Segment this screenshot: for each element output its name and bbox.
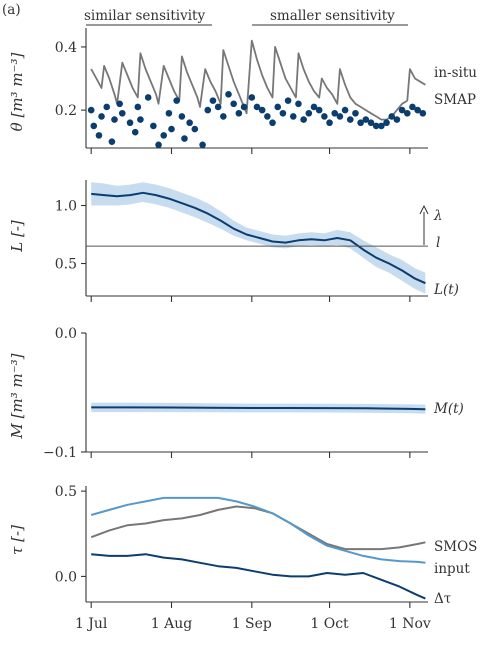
- M-y-tick-label: 0.0: [55, 326, 77, 342]
- smap-point: [306, 110, 313, 117]
- smap-point: [352, 110, 359, 117]
- smap-point: [225, 91, 232, 98]
- L-panel: L [-] 0.5 1.0 λ l L(t): [8, 180, 459, 302]
- smap-point: [96, 132, 103, 139]
- tau-series---line: [91, 554, 425, 598]
- smap-point: [295, 100, 302, 107]
- legend-smap: SMAP: [434, 92, 476, 108]
- smap-point: [264, 113, 271, 120]
- smap-point: [249, 94, 256, 101]
- smap-point: [137, 116, 144, 123]
- smap-point: [404, 110, 411, 117]
- smap-point: [98, 113, 105, 120]
- smap-point: [145, 94, 152, 101]
- smap-point: [181, 135, 188, 142]
- lambda-label: λ: [433, 208, 443, 224]
- smap-point: [135, 104, 142, 111]
- smap-point: [210, 97, 217, 104]
- smap-point: [321, 113, 328, 120]
- smap-point: [119, 110, 126, 117]
- smap-point: [179, 113, 186, 120]
- x-tick-label: 1 Jul: [75, 616, 108, 632]
- legend-delta-tau: Δτ: [434, 591, 451, 607]
- smap-point: [199, 142, 206, 149]
- smap-point: [236, 110, 243, 117]
- M-y-tick-label: −0.1: [43, 445, 77, 461]
- tau-y-tick-label: 0.0: [55, 569, 77, 585]
- M-y-label: M [m³ m⁻³]: [8, 353, 26, 439]
- smap-point: [420, 110, 427, 117]
- smap-point: [150, 123, 157, 130]
- L-series-l-t--line: [91, 193, 425, 283]
- tau-y-tick-label: 0.5: [55, 484, 77, 500]
- x-tick-label: 1 Aug: [151, 616, 192, 632]
- theta-panel: θ [m³ m⁻³] 0.2 0.4 in-situ SMAP: [8, 28, 477, 154]
- smap-point: [127, 119, 134, 126]
- smap-point: [290, 113, 297, 120]
- smap-point: [155, 142, 162, 149]
- smap-point: [300, 116, 307, 123]
- smap-point: [186, 119, 193, 126]
- x-tick-labels: 1 Jul 1 Aug 1 Sep 1 Oct 1 Nov: [75, 616, 431, 632]
- smap-point: [383, 119, 390, 126]
- smap-point: [220, 113, 227, 120]
- smap-point: [285, 97, 292, 104]
- tau-series-input-line: [91, 498, 425, 563]
- smap-point: [166, 110, 173, 117]
- theta-y-label: θ [m³ m⁻³]: [8, 53, 26, 132]
- legend-M-t: M(t): [433, 401, 464, 417]
- smap-point: [274, 104, 281, 111]
- theta-y-tick-label: 0.4: [55, 40, 77, 56]
- smap-point: [326, 119, 333, 126]
- M-panel: M [m³ m⁻³] −0.1 0.0 M(t): [8, 326, 464, 461]
- x-tick-label: 1 Oct: [310, 616, 349, 632]
- smap-point: [394, 116, 401, 123]
- smap-point: [103, 104, 110, 111]
- smap-point: [111, 116, 118, 123]
- L-y-label: L [-]: [8, 220, 26, 253]
- smap-point: [241, 104, 248, 111]
- smap-point: [230, 100, 237, 107]
- smap-point: [342, 107, 349, 114]
- x-tick-label: 1 Sep: [232, 616, 272, 632]
- smap-point: [269, 119, 276, 126]
- smap-point: [259, 107, 266, 114]
- legend-smos: SMOS: [434, 539, 477, 555]
- similar-sensitivity-label: similar sensitivity: [84, 8, 205, 24]
- legend-in-situ: in-situ: [434, 65, 477, 81]
- smap-point: [116, 100, 123, 107]
- legend-input: input: [434, 561, 470, 577]
- smap-point: [168, 126, 175, 133]
- smap-point: [173, 97, 180, 104]
- smap-point: [215, 104, 222, 111]
- corner-label: (a): [2, 2, 21, 18]
- legend-L-t: L(t): [433, 282, 459, 298]
- smap-point: [132, 129, 139, 136]
- smap-point: [347, 116, 354, 123]
- tau-y-label: τ [-]: [8, 525, 26, 555]
- theta-y-tick-label: 0.2: [55, 103, 77, 119]
- smap-point: [337, 113, 344, 120]
- smap-point: [160, 132, 167, 139]
- threshold-label: l: [436, 235, 440, 251]
- smaller-sensitivity-label: smaller sensitivity: [270, 8, 395, 24]
- x-tick-label: 1 Nov: [389, 616, 431, 632]
- tau-panel: τ [-] 0.0 0.5 SMOS input Δτ: [8, 484, 477, 608]
- smap-point: [192, 126, 199, 133]
- smap-point: [204, 107, 211, 114]
- smap-point: [316, 107, 323, 114]
- smap-point: [88, 107, 95, 114]
- smap-point: [90, 123, 97, 130]
- L-y-tick-label: 0.5: [55, 257, 77, 273]
- smap-point: [280, 110, 287, 117]
- L-y-tick-label: 1.0: [55, 199, 77, 215]
- tau-series-smos-line: [91, 507, 425, 550]
- smap-point: [109, 138, 116, 145]
